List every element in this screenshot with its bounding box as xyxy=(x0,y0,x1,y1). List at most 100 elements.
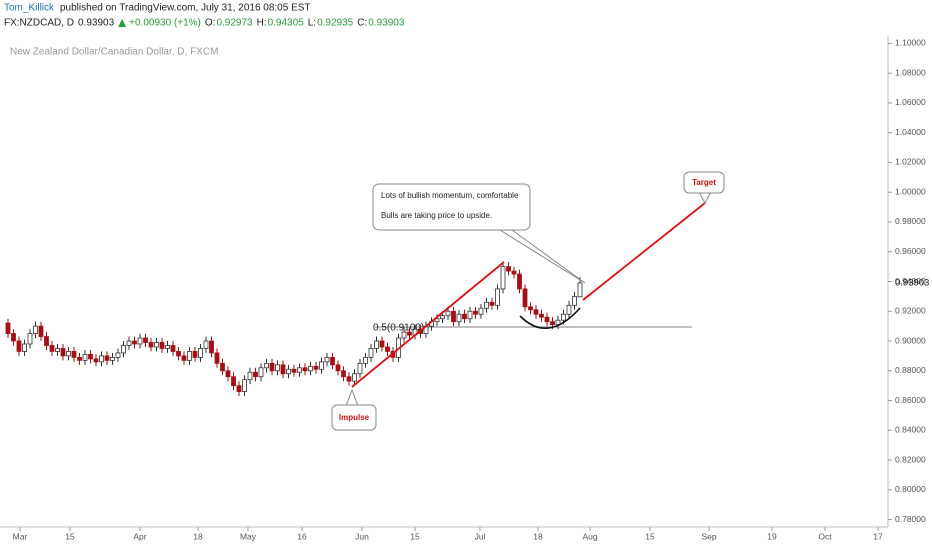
y-tick-label: 0.90000 xyxy=(895,335,926,345)
candle-body xyxy=(550,321,555,326)
candle-body xyxy=(93,358,99,363)
candle-body xyxy=(99,355,104,363)
candle-body xyxy=(566,304,572,315)
candle-body xyxy=(324,356,330,363)
candle-body xyxy=(11,333,16,342)
candle-body xyxy=(264,362,269,369)
candle-body xyxy=(484,301,489,309)
impulse-label: Impulse xyxy=(339,413,370,422)
ohlc-label: C: xyxy=(357,18,367,29)
candle-body xyxy=(335,364,341,372)
ohlc-label: H: xyxy=(257,18,267,29)
candle-body xyxy=(258,367,264,378)
candle-body xyxy=(44,336,49,346)
candle-body xyxy=(500,266,506,290)
candle-body xyxy=(77,356,82,361)
candle-body xyxy=(192,351,198,358)
candle-body xyxy=(275,364,280,372)
candle-body xyxy=(165,345,170,349)
y-tick-label: 1.00000 xyxy=(895,186,926,196)
y-tick-label: 1.02000 xyxy=(895,157,926,167)
candle-body xyxy=(319,361,324,370)
candle-body xyxy=(533,309,539,315)
candle-body xyxy=(297,367,302,373)
candle-body xyxy=(71,351,77,358)
candle-body xyxy=(225,370,231,378)
candle-body xyxy=(242,379,247,393)
candle-body xyxy=(203,340,209,349)
y-tick-label: 1.04000 xyxy=(895,127,926,137)
candle-body xyxy=(379,340,385,348)
candle-body xyxy=(357,362,363,375)
published: published on TradingView.com, July 31, 2… xyxy=(60,3,311,14)
change: +0.00930 (+1%) xyxy=(129,18,201,29)
candle-body xyxy=(363,356,368,364)
candle-body xyxy=(209,340,214,354)
candle-body xyxy=(236,385,242,393)
candle-body xyxy=(561,313,566,321)
candle-body xyxy=(495,288,500,306)
x-tick-label: Mar xyxy=(13,531,28,541)
candle-body xyxy=(104,355,110,361)
y-tick-label: 0.92000 xyxy=(895,306,926,316)
candle-body xyxy=(434,318,440,323)
ohlc-value: 0.93903 xyxy=(368,18,405,29)
candle-body xyxy=(231,376,236,387)
candle-body xyxy=(66,351,71,357)
candle-body xyxy=(572,295,577,306)
x-tick-label: Jun xyxy=(355,531,369,541)
candle-body xyxy=(33,325,38,334)
x-tick-label: 18 xyxy=(193,531,203,541)
ohlc-value: 0.94305 xyxy=(268,18,305,29)
candle-body xyxy=(126,340,132,346)
x-tick-label: Apr xyxy=(133,531,146,541)
impulse-line xyxy=(351,261,505,388)
candle-body xyxy=(286,368,291,375)
ohlc-label: L: xyxy=(308,18,316,29)
symbol: FX:NZDCAD, D xyxy=(4,18,74,29)
candle-body xyxy=(170,345,176,352)
candle-body xyxy=(544,316,550,323)
candle-body xyxy=(456,313,462,323)
target-line xyxy=(582,202,706,301)
candle-body xyxy=(445,310,451,317)
candle-body xyxy=(401,331,407,339)
candle-body xyxy=(137,337,143,345)
y-tick-label: 0.86000 xyxy=(895,395,926,405)
candle-body xyxy=(462,313,467,320)
x-tick-label: Oct xyxy=(818,531,832,541)
candle-body xyxy=(517,273,522,290)
candle-body xyxy=(143,337,148,343)
candle-body xyxy=(247,371,253,381)
y-tick-label: 0.82000 xyxy=(895,454,926,464)
candle-body xyxy=(489,301,495,306)
y-tick-label: 0.98000 xyxy=(895,216,926,226)
candle-body xyxy=(220,362,225,372)
candle-body xyxy=(88,354,93,360)
target-label: Target xyxy=(692,178,716,187)
candles xyxy=(5,262,583,397)
author[interactable]: Tom_Killick xyxy=(4,3,55,14)
candle-body xyxy=(352,373,357,382)
candle-body xyxy=(214,352,220,364)
target-pointer xyxy=(698,191,712,205)
x-tick-label: Aug xyxy=(582,531,597,541)
candle-body xyxy=(577,282,583,298)
candle-body xyxy=(385,346,390,352)
candle-body xyxy=(154,342,159,348)
candle-body xyxy=(478,307,484,315)
candle-body xyxy=(308,365,313,372)
x-tick-label: Jul xyxy=(475,531,486,541)
candle-body xyxy=(506,266,511,272)
candle-body xyxy=(148,342,154,348)
candle-body xyxy=(121,345,126,354)
x-tick-label: Sep xyxy=(701,531,716,541)
candle-body xyxy=(313,365,319,370)
candle-body xyxy=(473,310,478,315)
candle-body xyxy=(269,362,275,372)
candle-body xyxy=(407,331,412,336)
y-tick-label: 1.06000 xyxy=(895,97,926,107)
ohlc-value: 0.92935 xyxy=(317,18,354,29)
x-tick-label: 18 xyxy=(533,531,543,541)
